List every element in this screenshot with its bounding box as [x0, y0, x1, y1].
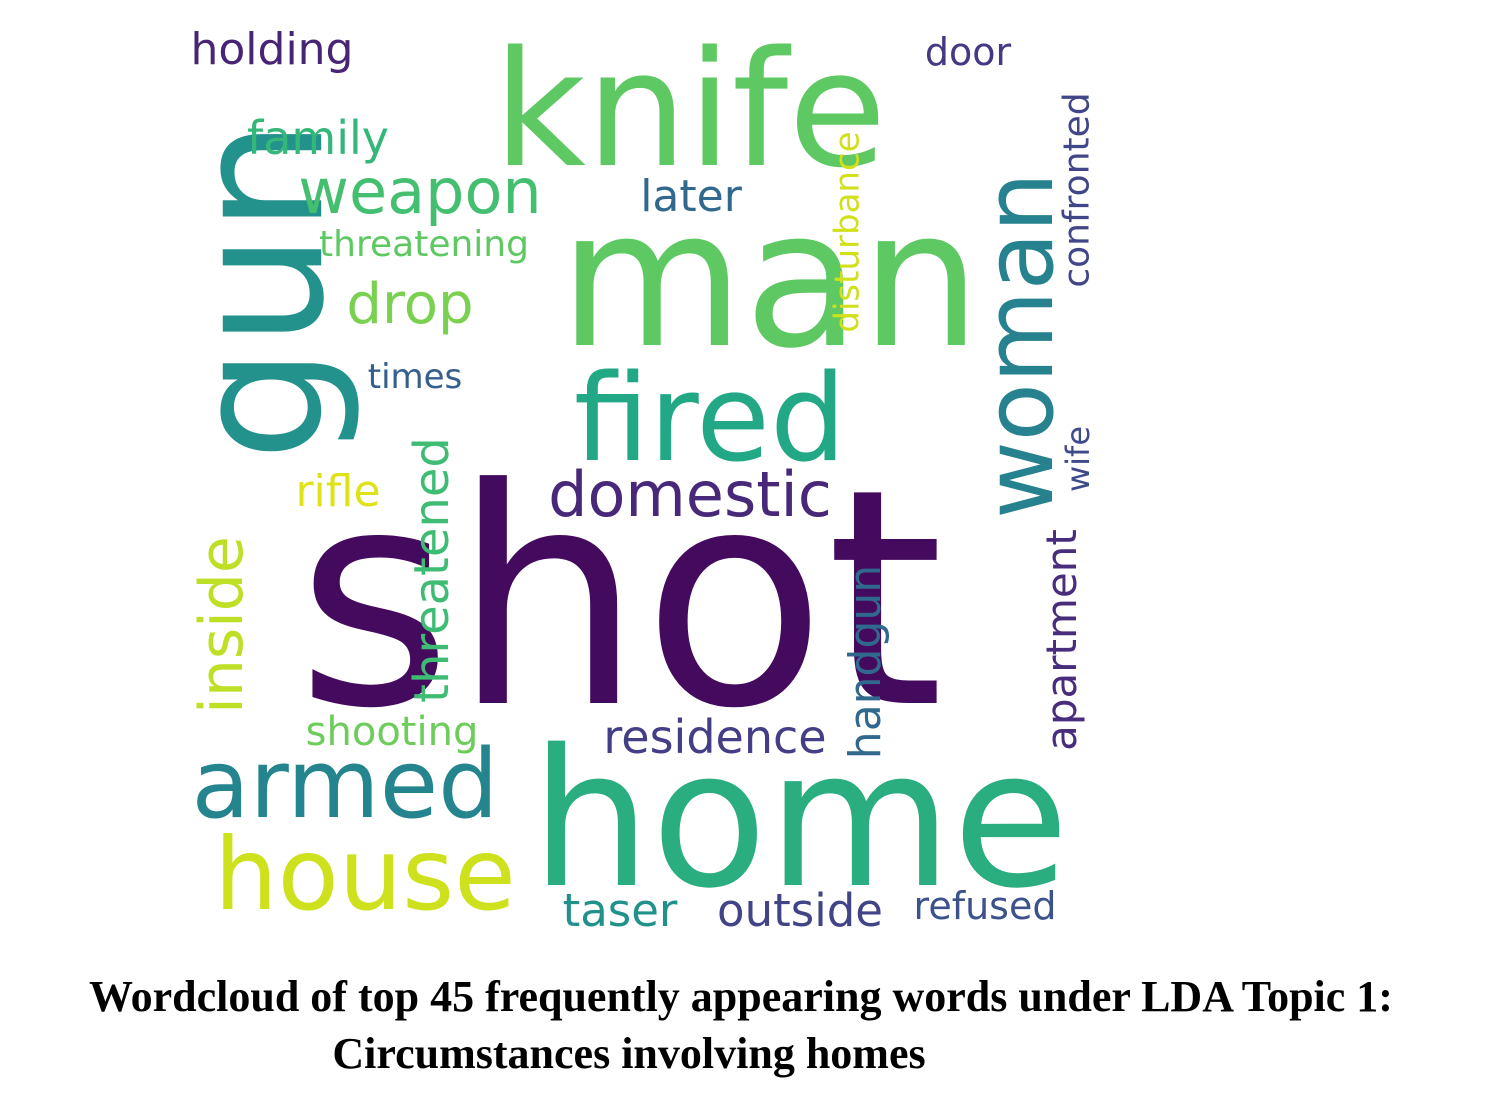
word-woman: woman	[964, 171, 1075, 519]
word-man: man	[559, 169, 981, 390]
word-confronted: confronted	[1057, 92, 1098, 288]
word-rifle: rifle	[295, 466, 381, 517]
word-drop: drop	[346, 272, 474, 337]
word-knife: knife	[493, 16, 887, 203]
word-domestic: domestic	[548, 458, 832, 531]
word-home: home	[530, 709, 1070, 930]
word-later: later	[640, 171, 742, 222]
word-shooting: shooting	[305, 709, 479, 755]
word-wife: wife	[1058, 425, 1097, 493]
word-door: door	[924, 30, 1012, 74]
word-taser: taser	[562, 883, 678, 937]
word-holding: holding	[190, 24, 354, 75]
word-fired: fired	[573, 350, 847, 489]
word-times: times	[367, 357, 463, 397]
word-outside: outside	[717, 883, 883, 937]
word-family: family	[247, 111, 389, 165]
word-disturbance: disturbance	[828, 131, 868, 333]
word-residence: residence	[603, 710, 827, 764]
word-weapon: weapon	[298, 155, 542, 228]
figure-caption-line1: Wordcloud of top 45 frequently appearing…	[89, 972, 1393, 1021]
word-handgun: handgun	[840, 564, 891, 760]
word-threatening: threatening	[319, 224, 529, 265]
word-refused: refused	[913, 884, 1057, 928]
figure-caption-line2: Circumstances involving homes	[332, 1029, 926, 1078]
word-shot: shot	[296, 425, 944, 774]
word-house: house	[214, 816, 516, 933]
word-threatened: threatened	[403, 437, 460, 703]
word-inside: inside	[186, 536, 257, 714]
word-apartment: apartment	[1037, 529, 1086, 751]
word-armed: armed	[191, 729, 499, 840]
